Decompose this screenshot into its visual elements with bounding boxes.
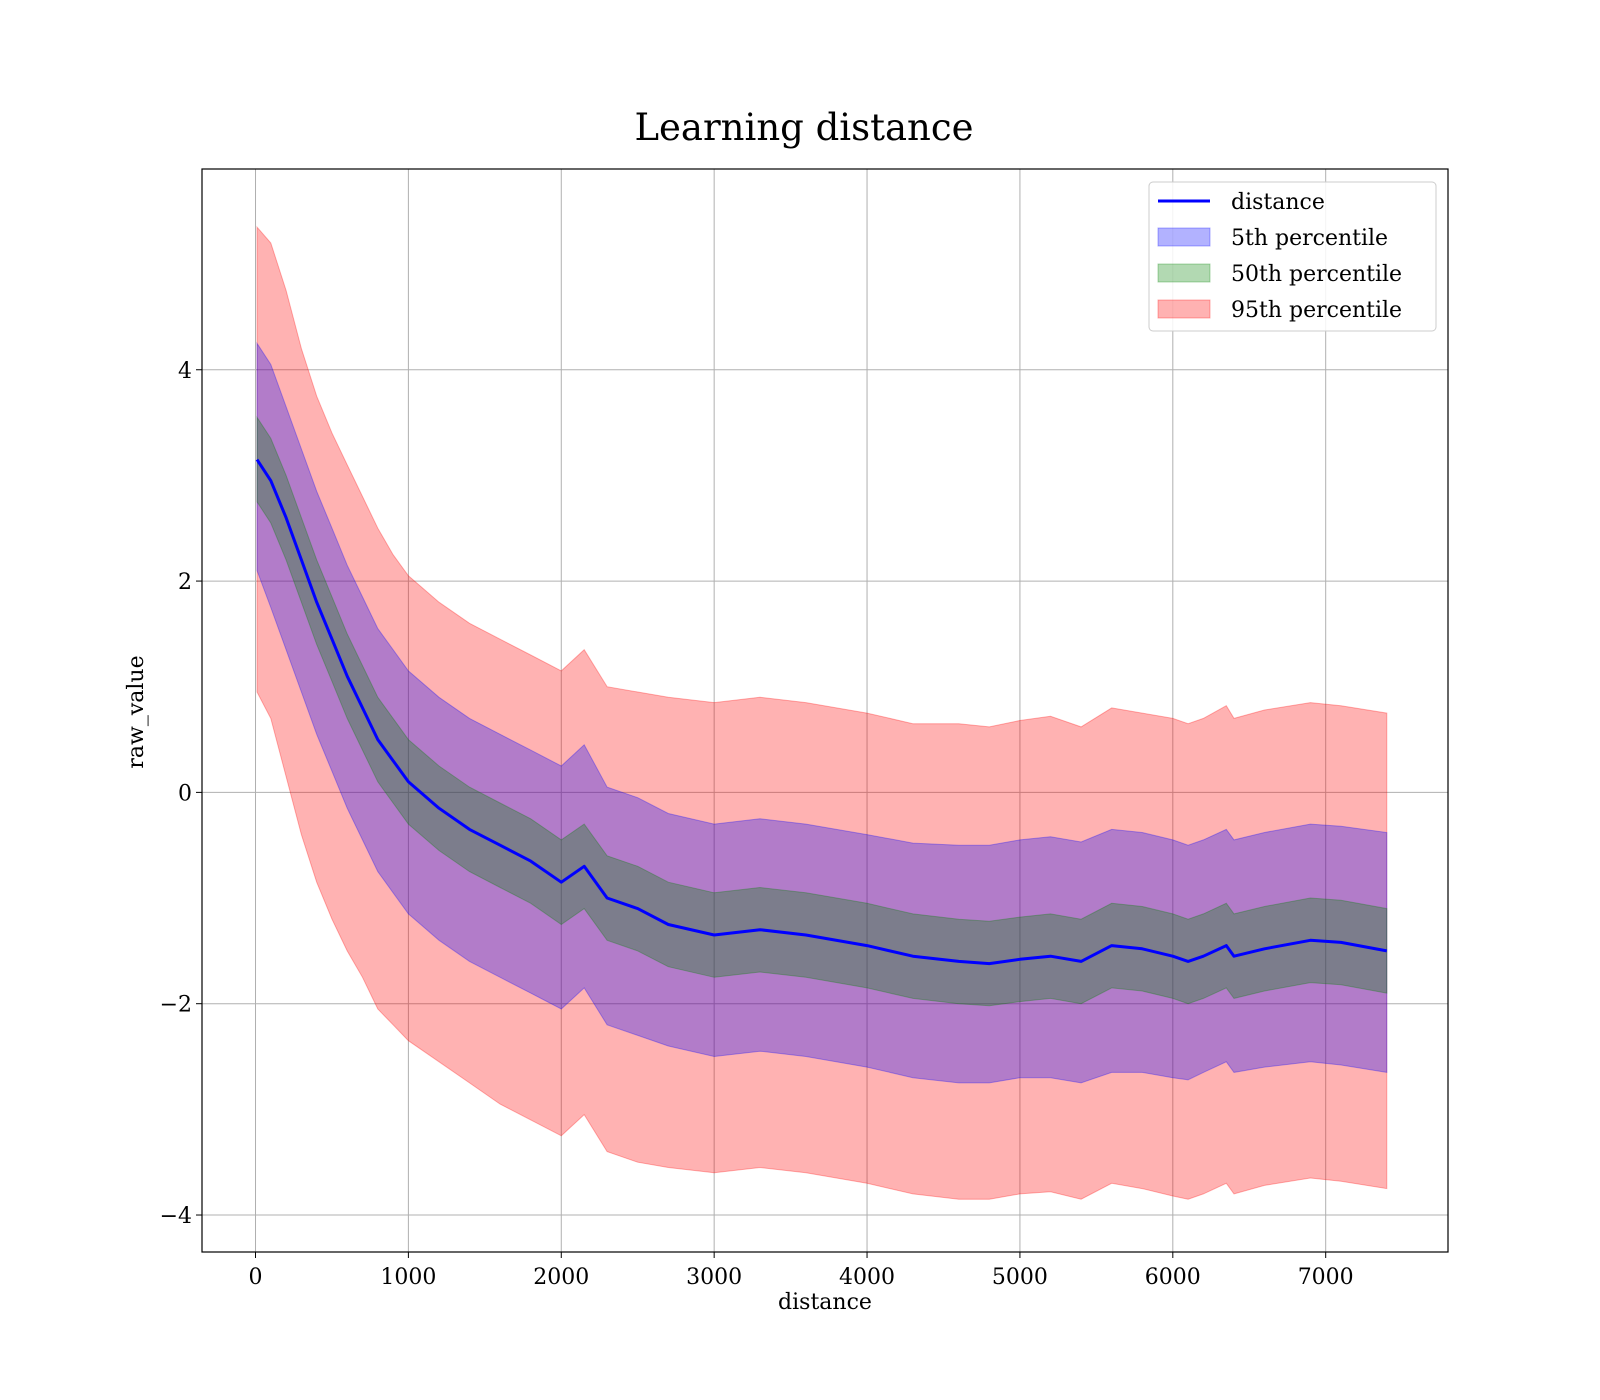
y-tick-label: 0 xyxy=(178,781,192,806)
legend-swatch-patch xyxy=(1157,299,1211,319)
band-50th-percentile xyxy=(256,415,1388,1007)
percentile-bands xyxy=(256,225,1388,1200)
chart-title: Learning distance xyxy=(634,106,973,149)
plot-frame xyxy=(201,168,1449,1253)
x-axis-ticks: 0 1000 2000 3000 4000 5000 6000 7000 xyxy=(249,1252,1354,1290)
legend-label: 50th percentile xyxy=(1231,262,1402,287)
legend-items: distance 5th percentile 50th percentile 95t… xyxy=(1157,190,1402,323)
series-lines xyxy=(255,458,1388,966)
legend: distance 5th percentile 50th percentile 95t… xyxy=(1148,181,1437,332)
y-tick-label: 2 xyxy=(178,570,192,595)
x-tick-label: 6000 xyxy=(1145,1265,1201,1290)
y-tick-label: −4 xyxy=(160,1204,192,1229)
y-axis-title: raw_value xyxy=(124,655,149,768)
band-5th-percentile xyxy=(256,341,1388,1084)
x-tick-label: 1000 xyxy=(380,1265,436,1290)
y-tick-label: −2 xyxy=(160,993,192,1018)
legend-swatch-patch xyxy=(1157,263,1211,283)
legend-swatch-patch xyxy=(1157,227,1211,247)
band-95th-percentile xyxy=(256,225,1388,1200)
legend-label: 95th percentile xyxy=(1231,298,1402,323)
x-axis-title: distance xyxy=(778,1290,872,1315)
y-tick-label: 4 xyxy=(178,359,192,384)
x-tick-label: 5000 xyxy=(992,1265,1048,1290)
series-line-distance xyxy=(255,458,1388,966)
grid xyxy=(202,169,1448,1252)
x-tick-label: 4000 xyxy=(839,1265,895,1290)
legend-label: 5th percentile xyxy=(1231,226,1388,251)
legend-label: distance xyxy=(1231,190,1325,215)
x-tick-label: 0 xyxy=(249,1265,263,1290)
x-tick-label: 3000 xyxy=(686,1265,742,1290)
y-axis-ticks: −4 −2 0 2 4 xyxy=(160,359,202,1229)
x-tick-label: 2000 xyxy=(533,1265,589,1290)
legend-frame xyxy=(1148,181,1437,332)
x-tick-label: 7000 xyxy=(1298,1265,1354,1290)
